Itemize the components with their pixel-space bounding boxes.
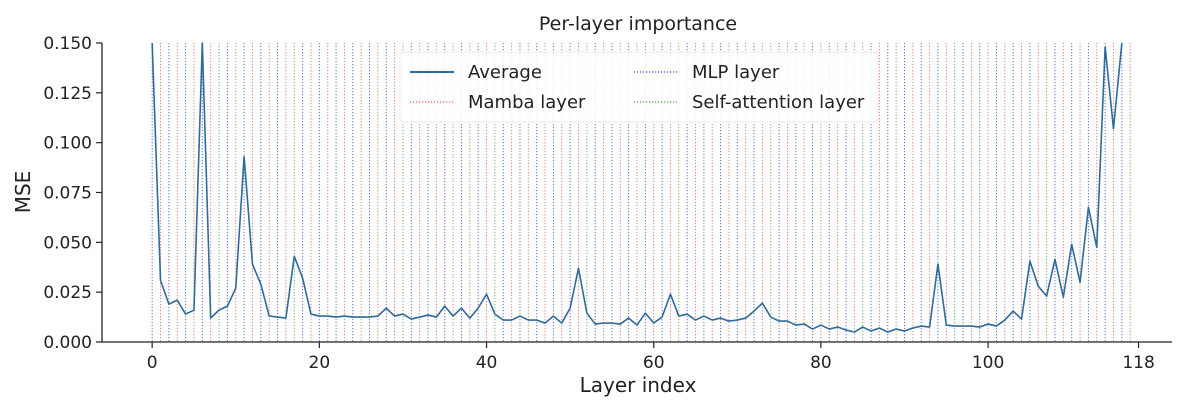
x-tick-label-4: 80 xyxy=(810,353,832,373)
x-tick-label-2: 40 xyxy=(476,353,498,373)
layer-type-lines xyxy=(151,43,1131,342)
x-tick-label-0: 0 xyxy=(147,353,158,373)
y-tick-label-1: 0.025 xyxy=(43,283,92,303)
y-axis-label: MSE xyxy=(11,171,35,214)
y-tick-label-2: 0.050 xyxy=(43,233,92,253)
legend-label-1: MLP layer xyxy=(692,62,780,83)
series-line-0 xyxy=(151,42,1123,333)
legend-label-3: Self-attention layer xyxy=(692,92,865,113)
y-tick-label-0: 0.000 xyxy=(43,333,92,353)
y-tick-label-3: 0.075 xyxy=(43,184,92,204)
x-tick-label-6: 118 xyxy=(1122,353,1154,373)
y-axis-ticks: 0.000 0.025 0.050 0.075 0.100 0.125 0.150 xyxy=(43,34,102,353)
x-tick-label-3: 60 xyxy=(643,353,665,373)
x-tick-label-5: 100 xyxy=(972,353,1004,373)
legend-label-0: Average xyxy=(468,62,542,83)
y-tick-label-5: 0.125 xyxy=(43,84,92,104)
x-axis-label: Layer index xyxy=(580,373,697,397)
legend: Average MLP layer Mamba layer Self-attentio… xyxy=(399,51,879,123)
x-tick-label-1: 20 xyxy=(309,353,331,373)
x-axis-ticks: 0 20 40 60 80 100 118 xyxy=(147,342,1155,373)
chart-title: Per-layer importance xyxy=(539,13,737,35)
legend-label-2: Mamba layer xyxy=(468,92,586,113)
y-tick-label-4: 0.100 xyxy=(43,134,92,154)
legend-box xyxy=(399,51,879,123)
series-lines xyxy=(151,42,1123,333)
y-tick-label-6: 0.150 xyxy=(43,34,92,54)
